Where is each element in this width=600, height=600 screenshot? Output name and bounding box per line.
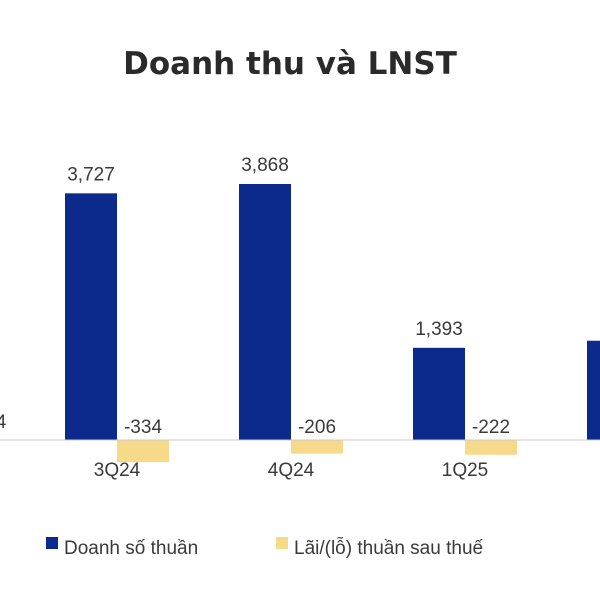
legend-label-doanh-so: Doanh số thuần (64, 538, 198, 559)
value-label-doanh-so-3Q24: 3,727 (67, 164, 115, 185)
x-tick-labels: 3Q24 4Q24 1Q25 (94, 460, 488, 481)
value-label-lai-lo-3Q24: -334 (124, 417, 162, 438)
bar-lai-lo-4Q24 (291, 440, 343, 454)
bar-doanh-so-3Q24 (65, 193, 117, 440)
bar-lai-lo-3Q24 (117, 440, 169, 463)
value-label-lai-lo-1Q25: -222 (472, 417, 510, 438)
chart-title: Doanh thu và LNST (123, 46, 457, 82)
x-tick-3Q24: 3Q24 (94, 460, 141, 481)
x-tick-4Q24: 4Q24 (268, 460, 315, 481)
legend: Doanh số thuần Lãi/(lỗ) thuần sau thuế (46, 537, 484, 559)
value-label-lai-lo-4Q24: -206 (298, 417, 336, 438)
legend-swatch-doanh-so (46, 537, 58, 549)
x-tick-1Q25: 1Q25 (442, 460, 488, 481)
value-label-doanh-so-4Q24: 3,868 (241, 155, 289, 176)
value-label-doanh-so-1Q25: 1,393 (415, 319, 463, 340)
bar-doanh-so-slot-4 (587, 340, 600, 440)
bars-group (65, 184, 600, 463)
legend-swatch-lai-lo (276, 537, 288, 549)
legend-label-lai-lo: Lãi/(lỗ) thuần sau thuế (294, 537, 484, 559)
bar-doanh-so-1Q25 (413, 347, 465, 440)
bar-doanh-so-4Q24 (239, 184, 291, 440)
value-label-lai-lo-slot-0: 4 (0, 412, 7, 433)
bar-lai-lo-1Q25 (465, 440, 517, 455)
